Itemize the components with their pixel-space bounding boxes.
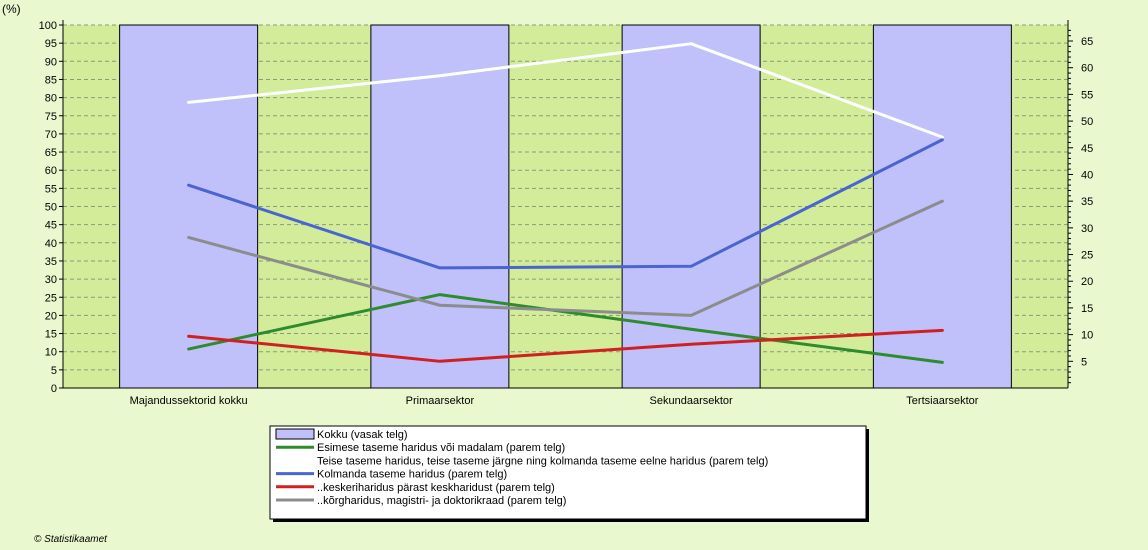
legend: Kokku (vasak telg)Esimese taseme haridus… [269, 425, 869, 522]
left-tick-label: 55 [45, 183, 57, 195]
series-line-2 [187, 42, 944, 139]
legend-box [269, 425, 867, 520]
left-tick-label: 90 [45, 56, 57, 68]
legend-swatch-bar [275, 428, 315, 440]
right-tick-label: 50 [1081, 116, 1093, 128]
right-tick-label: 25 [1081, 250, 1093, 262]
bar-kokku-1 [119, 24, 259, 389]
left-tick-label: 95 [45, 38, 57, 50]
left-tick-label: 75 [45, 111, 57, 123]
left-tick-label: 0 [51, 383, 57, 395]
right-tick-label: 30 [1081, 223, 1093, 235]
series-line-3 [187, 138, 944, 270]
left-tick-label: 35 [45, 256, 57, 268]
left-tick-label: 50 [45, 202, 57, 214]
left-tick-label: 100 [39, 20, 57, 32]
category-label: Sekundaarsektor [650, 395, 733, 407]
legend-label: ..kõrgharidus, magistri- ja doktorikraad… [317, 495, 566, 507]
category-label: Majandussektorid kokku [130, 395, 248, 407]
right-tick-label: 10 [1081, 330, 1093, 342]
left-tick-label: 15 [45, 329, 57, 341]
right-tick-label: 45 [1081, 143, 1093, 155]
left-tick-label: 10 [45, 347, 57, 359]
right-tick-label: 15 [1081, 303, 1093, 315]
left-tick-label: 30 [45, 274, 57, 286]
right-tick-label: 55 [1081, 89, 1093, 101]
right-tick-label: 60 [1081, 63, 1093, 75]
series-line-4 [187, 328, 944, 363]
left-tick-label: 45 [45, 220, 57, 232]
legend-label: Esimese taseme haridus või madalam (pare… [317, 442, 565, 454]
right-tick-label: 65 [1081, 36, 1093, 48]
legend-label: Teise taseme haridus, teise taseme järgn… [317, 455, 768, 467]
bar-kokku-2 [370, 24, 510, 389]
bar-layer [119, 24, 1012, 389]
left-tick-label: 25 [45, 292, 57, 304]
left-tick-label: 70 [45, 129, 57, 141]
legend-label: Kokku (vasak telg) [317, 429, 407, 441]
left-tick-label: 40 [45, 238, 57, 250]
bar-kokku-4 [872, 24, 1012, 389]
legend-label: ..keskeriharidus pärast keskharidust (pa… [317, 482, 555, 494]
right-tick-label: 40 [1081, 169, 1093, 181]
left-tick-label: 5 [51, 365, 57, 377]
right-tick-label: 35 [1081, 196, 1093, 208]
right-tick-label: 5 [1081, 356, 1087, 368]
unit-label: (%) [2, 2, 21, 16]
category-label: Primaarsektor [406, 395, 475, 407]
left-tick-label: 80 [45, 93, 57, 105]
left-tick-label: 85 [45, 74, 57, 86]
axis-layer: 0 5 10 15 20 25 30 35 40 45 50 55 60 65 70 75 80 85 90 95 10… [39, 20, 1093, 407]
left-tick-label: 20 [45, 310, 57, 322]
line-layer [187, 42, 944, 364]
bar-kokku-3 [621, 24, 761, 389]
left-tick-label: 60 [45, 165, 57, 177]
credit-text: © Statistikaamet [34, 534, 108, 545]
series-line-1 [187, 293, 944, 364]
series-line-5 [187, 199, 944, 317]
category-label: Tertsiaarsektor [906, 395, 978, 407]
left-tick-label: 65 [45, 147, 57, 159]
right-tick-label: 20 [1081, 276, 1093, 288]
legend-label: Kolmanda taseme haridus (parem telg) [317, 469, 507, 481]
